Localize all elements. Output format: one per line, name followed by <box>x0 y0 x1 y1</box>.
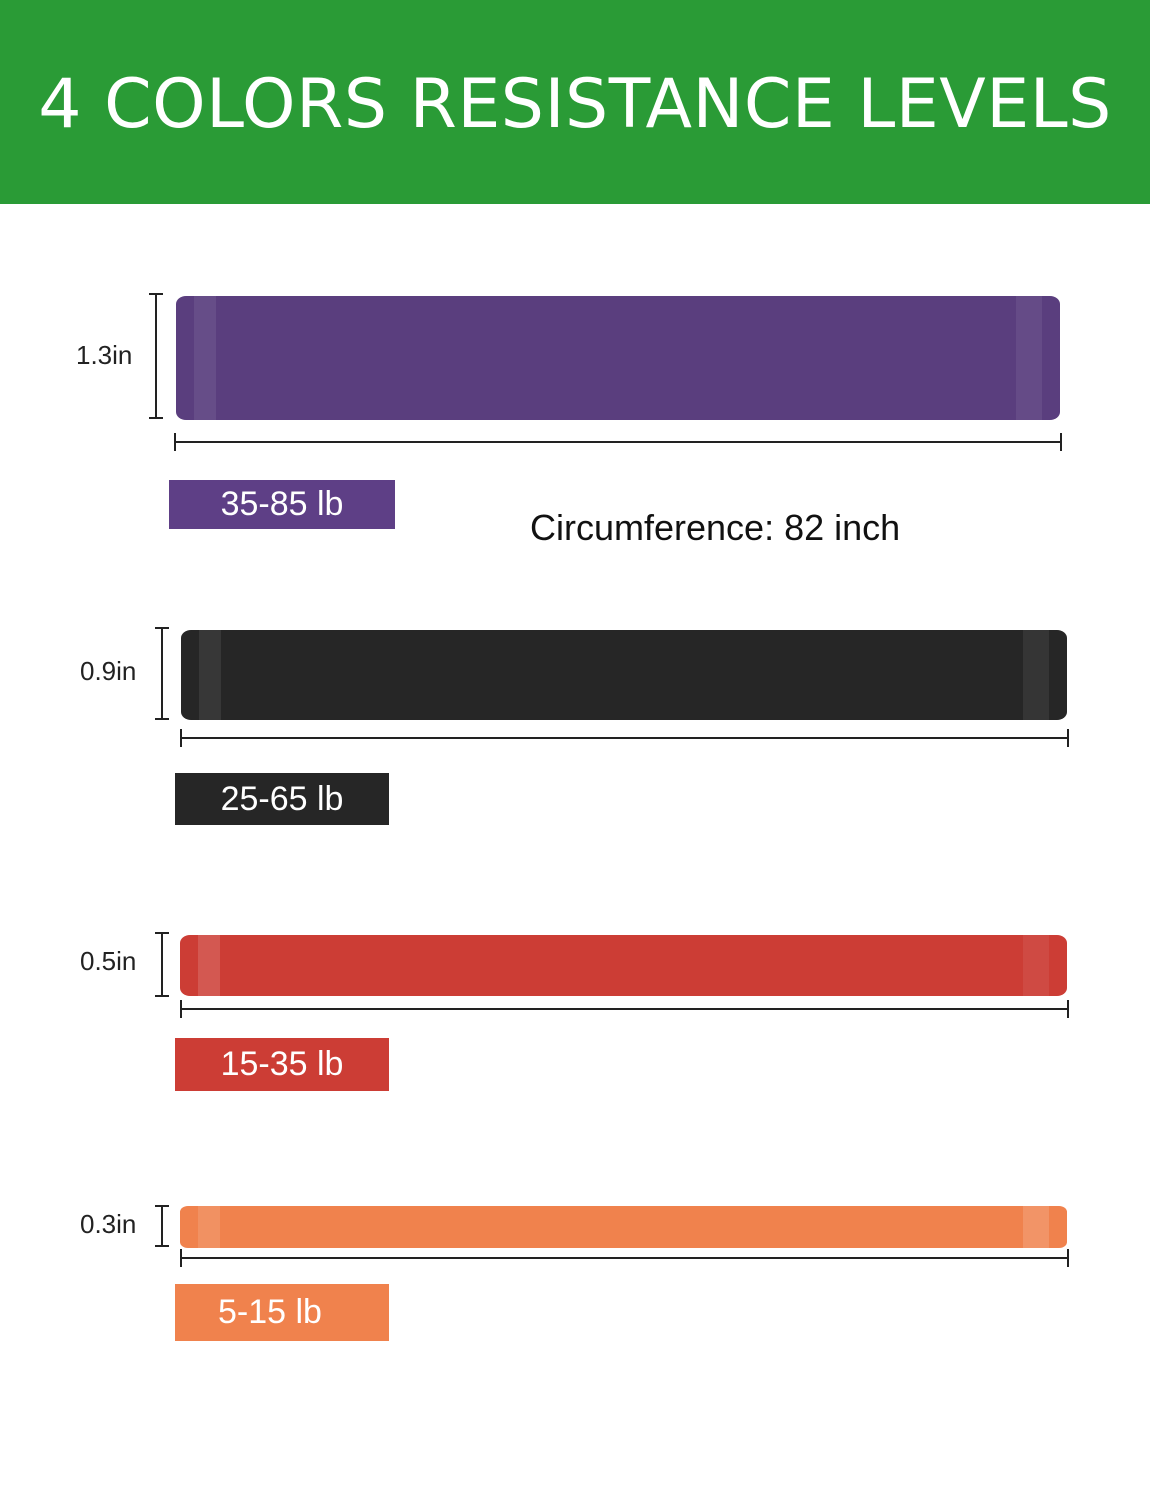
band-length-line <box>180 1249 1069 1267</box>
band-length-line <box>180 1000 1069 1018</box>
page-title: 4 COLORS RESISTANCE LEVELS <box>38 65 1112 144</box>
band-width-bracket <box>149 293 163 419</box>
resistance-tag: 25-65 lb <box>175 773 389 825</box>
band-width-bracket <box>155 1205 169 1247</box>
band-length-line <box>174 433 1062 451</box>
band-width-label: 0.3in <box>80 1209 137 1239</box>
resistance-tag: 15-35 lb <box>175 1038 389 1091</box>
band-width-label: 0.9in <box>80 656 137 686</box>
circumference-label: Circumference: 82 inch <box>530 507 901 548</box>
band-width-bracket <box>155 627 169 720</box>
header-banner: 4 COLORS RESISTANCE LEVELS <box>0 0 1150 204</box>
resistance-tag: 35-85 lb <box>169 480 395 529</box>
band-purple-image <box>176 296 1060 420</box>
band-width-label: 0.5in <box>80 946 137 976</box>
band-red-image <box>180 935 1067 996</box>
band-orange-image <box>180 1206 1067 1248</box>
resistance-tag: 5-15 lb <box>175 1284 389 1341</box>
band-black-image <box>181 630 1067 720</box>
band-width-label: 1.3in <box>76 340 133 370</box>
band-length-line <box>180 729 1069 747</box>
band-width-bracket <box>155 932 169 997</box>
